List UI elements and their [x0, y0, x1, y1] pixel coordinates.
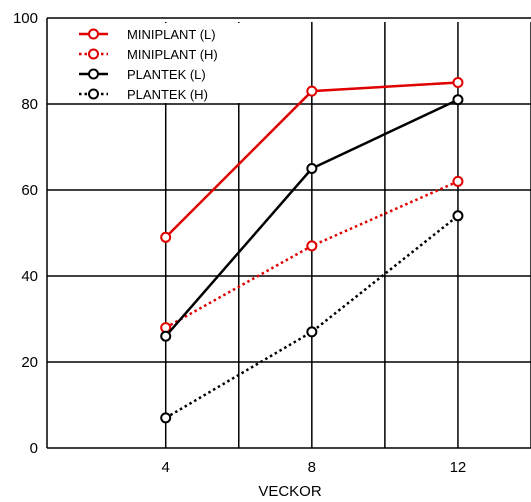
y-tick-label: 60 — [21, 182, 38, 199]
y-tick-label: 80 — [21, 96, 38, 113]
data-point — [306, 326, 318, 338]
data-point — [160, 231, 172, 243]
legend-label: PLANTEK (L) — [127, 67, 206, 82]
data-point — [160, 412, 172, 424]
data-point — [452, 210, 464, 222]
series-group — [160, 77, 464, 424]
data-point — [452, 77, 464, 88]
x-tick-label: 12 — [450, 459, 467, 476]
tick-labels: 0 20 40 60 80 100 4 8 12 — [13, 10, 466, 476]
axes — [46, 17, 531, 449]
x-tick-label: 8 — [308, 459, 316, 476]
legend-swatch-marker — [88, 68, 99, 80]
legend-swatch-marker — [88, 88, 99, 100]
data-point — [452, 94, 464, 106]
data-point — [452, 175, 464, 187]
legend-label: MINIPLANT (L) — [127, 27, 216, 42]
legend-swatch-marker — [88, 28, 99, 40]
data-point — [306, 240, 318, 252]
series-line — [165, 214, 459, 419]
data-point — [306, 163, 318, 174]
legend: MINIPLANT (L) MINIPLANT (H) PLANTEK (L) PLA… — [67, 23, 257, 103]
y-tick-label: 100 — [13, 10, 38, 27]
legend-box — [67, 23, 257, 103]
data-point — [306, 85, 318, 97]
y-tick-label: 0 — [30, 440, 38, 457]
legend-label: PLANTEK (H) — [127, 87, 208, 102]
data-point — [160, 330, 172, 342]
y-tick-label: 20 — [21, 354, 38, 371]
y-tick-label: 40 — [21, 268, 38, 285]
legend-swatch-marker — [88, 48, 99, 60]
legend-label: MINIPLANT (H) — [127, 47, 218, 62]
x-axis-label: VECKOR — [258, 483, 322, 500]
x-tick-label: 4 — [162, 459, 170, 476]
